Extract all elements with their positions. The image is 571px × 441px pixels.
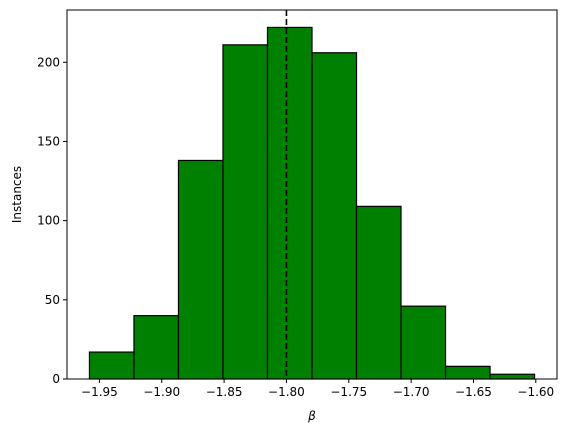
x-tick-label: −1.60 bbox=[517, 385, 554, 399]
x-tick-label: −1.80 bbox=[268, 385, 305, 399]
histogram-bar bbox=[88, 351, 135, 380]
histogram-bar bbox=[266, 26, 313, 380]
x-tick-label: −1.95 bbox=[81, 385, 118, 399]
histogram-bar bbox=[222, 44, 269, 380]
x-tick-label: −1.90 bbox=[143, 385, 180, 399]
x-tick-label: −1.85 bbox=[206, 385, 243, 399]
x-tick-label: −1.75 bbox=[330, 385, 367, 399]
x-tick-label: −1.65 bbox=[455, 385, 492, 399]
y-tick-label: 200 bbox=[37, 55, 60, 69]
y-tick-label: 0 bbox=[52, 372, 60, 386]
histogram-bar bbox=[489, 373, 536, 380]
histogram-bar bbox=[444, 365, 491, 380]
histogram-bar bbox=[400, 305, 447, 380]
bars-layer bbox=[88, 26, 536, 380]
histogram-bar bbox=[311, 52, 358, 380]
y-tick-label: 150 bbox=[37, 134, 60, 148]
x-axis-label: β bbox=[307, 409, 316, 423]
x-tick-label: −1.70 bbox=[393, 385, 430, 399]
y-tick-label: 50 bbox=[45, 293, 60, 307]
histogram-bar bbox=[355, 205, 402, 380]
histogram-bar bbox=[177, 159, 224, 380]
axes-layer bbox=[66, 9, 558, 380]
y-tick-label: 100 bbox=[37, 214, 60, 228]
plot-frame bbox=[66, 9, 558, 380]
histogram-bar bbox=[133, 315, 180, 380]
y-axis-label: Instances bbox=[10, 166, 24, 223]
ticks-layer: −1.95 −1.90 −1.85 −1.80 −1.75 −1.70 −1.65 −1.60… bbox=[37, 55, 554, 399]
